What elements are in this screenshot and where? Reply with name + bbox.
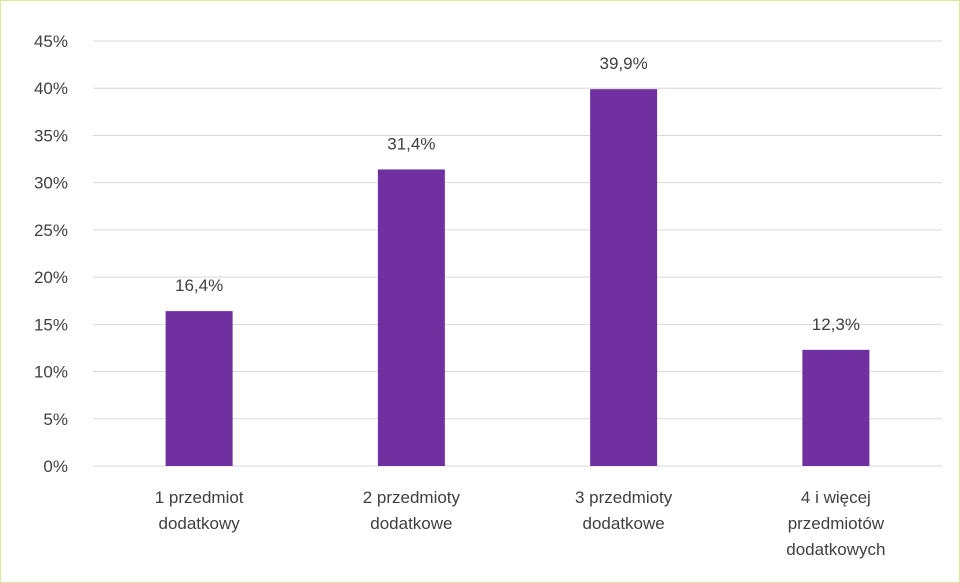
- y-axis-ticks: 0% 5% 10% 15% 20% 25% 30% 35% 40% 45%: [34, 32, 68, 476]
- x-axis-categories: 1 przedmiot dodatkowy 2 przedmioty dodatkow…: [155, 488, 886, 559]
- y-tick-label: 5%: [43, 410, 68, 429]
- bar: [165, 311, 233, 466]
- bars: [165, 89, 870, 467]
- category-label: przedmiotów: [788, 514, 885, 533]
- y-tick-label: 40%: [34, 79, 68, 98]
- category-label: 4 i więcej: [801, 488, 871, 507]
- y-tick-label: 45%: [34, 32, 68, 51]
- y-tick-label: 25%: [34, 221, 68, 240]
- data-label: 31,4%: [387, 134, 435, 153]
- y-tick-label: 20%: [34, 268, 68, 287]
- y-tick-label: 10%: [34, 363, 68, 382]
- y-tick-label: 35%: [34, 126, 68, 145]
- y-tick-label: 30%: [34, 174, 68, 193]
- category-label: dodatkowe: [583, 514, 665, 533]
- data-label: 12,3%: [812, 315, 860, 334]
- category-label: 1 przedmiot: [155, 488, 244, 507]
- gridlines: [93, 40, 942, 467]
- data-label: 16,4%: [175, 276, 223, 295]
- bar: [802, 349, 870, 466]
- category-label: 2 przedmioty: [363, 488, 461, 507]
- bar: [590, 89, 658, 467]
- y-tick-label: 0%: [43, 457, 68, 476]
- category-label: dodatkowych: [786, 540, 885, 559]
- bar: [377, 169, 445, 466]
- category-label: dodatkowy: [158, 514, 240, 533]
- category-label: dodatkowe: [370, 514, 452, 533]
- data-labels: 16,4% 31,4% 39,9% 12,3%: [175, 54, 860, 334]
- y-tick-label: 15%: [34, 315, 68, 334]
- category-label: 3 przedmioty: [575, 488, 673, 507]
- data-label: 39,9%: [600, 54, 648, 73]
